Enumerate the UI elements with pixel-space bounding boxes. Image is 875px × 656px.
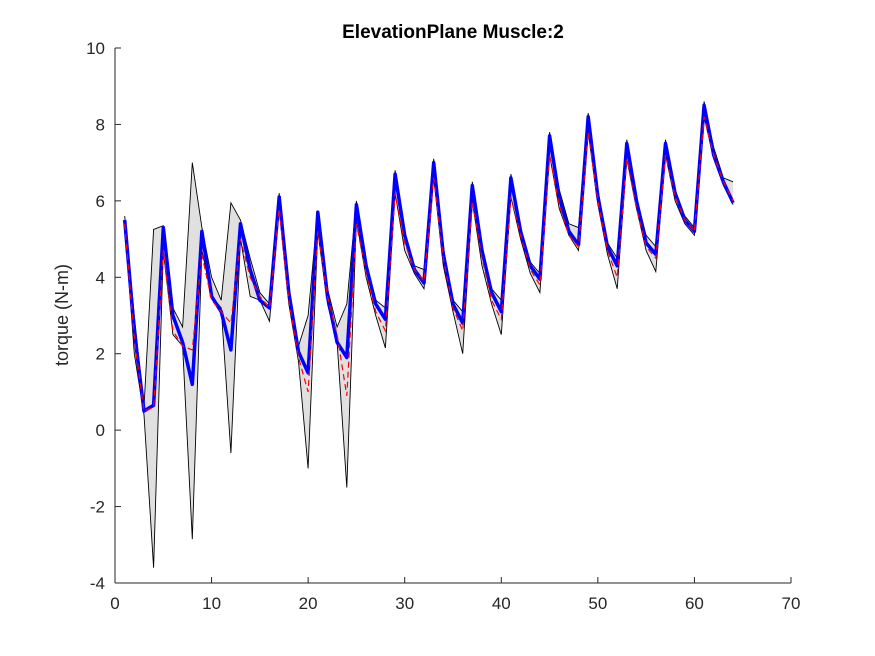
axes: 0 10 20 30 40 50 60 70 -4 -2 0 2 4 6 8 10 bbox=[86, 39, 800, 613]
chart-title: ElevationPlane Muscle:2 bbox=[342, 22, 564, 43]
mean-series-line bbox=[122, 103, 735, 413]
x-tick-label: 40 bbox=[492, 594, 511, 613]
y-tick-label: 0 bbox=[96, 421, 105, 440]
x-tick-label: 20 bbox=[299, 594, 318, 613]
y-tick-label: 2 bbox=[96, 345, 105, 364]
y-tick-label: 6 bbox=[96, 192, 105, 211]
x-tick-label: 50 bbox=[588, 594, 607, 613]
y-ticks: -4 -2 0 2 4 6 8 10 bbox=[86, 39, 121, 593]
x-ticks: 0 10 20 30 40 50 60 70 bbox=[110, 577, 800, 613]
reference-series-line bbox=[124, 116, 734, 412]
x-tick-label: 0 bbox=[110, 594, 119, 613]
x-tick-label: 10 bbox=[202, 594, 221, 613]
y-tick-label: 10 bbox=[86, 39, 105, 58]
x-tick-label: 70 bbox=[782, 594, 801, 613]
y-tick-label: -2 bbox=[90, 498, 105, 517]
band-area bbox=[124, 101, 734, 568]
plot-area bbox=[122, 101, 735, 568]
y-tick-label: -4 bbox=[90, 574, 105, 593]
x-tick-label: 60 bbox=[685, 594, 704, 613]
x-tick-label: 30 bbox=[395, 594, 414, 613]
line-layer bbox=[122, 103, 735, 413]
y-tick-label: 4 bbox=[96, 268, 105, 287]
y-axis-label: torque (N-m) bbox=[52, 264, 72, 366]
band-layer bbox=[124, 101, 734, 568]
y-tick-label: 8 bbox=[96, 115, 105, 134]
band-lower-line bbox=[124, 116, 734, 568]
band-upper-line bbox=[124, 101, 734, 408]
